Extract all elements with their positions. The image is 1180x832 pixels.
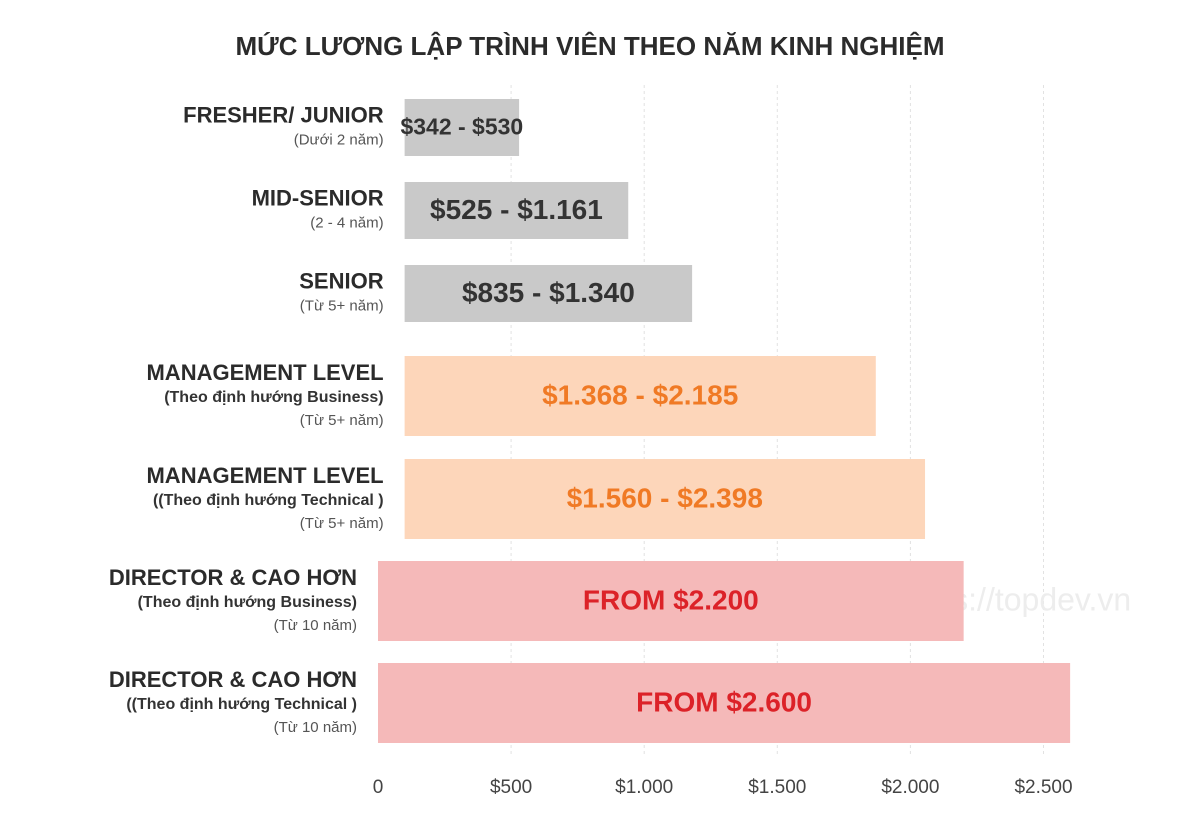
category-subtitle: (Theo định hướng Business): [138, 594, 357, 611]
x-tick-label: 0: [373, 777, 384, 798]
category-label: DIRECTOR & CAO HƠN: [109, 565, 357, 590]
category-subtitle: (Theo định hướng Business): [164, 389, 383, 406]
bar-label: $525 - $1.161: [430, 194, 603, 225]
bar-label: $1.368 - $2.185: [542, 379, 738, 410]
category-label: FRESHER/ JUNIOR: [183, 102, 384, 127]
category-years: (Từ 5+ năm): [300, 412, 384, 429]
category-years: (Từ 10 năm): [274, 719, 357, 736]
bar-label: $342 - $530: [400, 114, 523, 140]
category-years: (Từ 5+ năm): [300, 297, 384, 314]
bar-label: FROM $2.200: [583, 584, 759, 615]
category-label: MANAGEMENT LEVEL: [146, 463, 383, 488]
x-tick-label: $1.000: [615, 777, 673, 798]
bar-label: FROM $2.600: [636, 686, 812, 717]
category-label: DIRECTOR & CAO HƠN: [109, 667, 357, 692]
bar: [404, 182, 629, 239]
bar: [404, 356, 876, 436]
bar: [404, 265, 693, 322]
bar: [378, 561, 964, 641]
x-tick-label: $2.000: [881, 777, 939, 798]
category-subtitle: ((Theo định hướng Technical ): [126, 696, 357, 713]
x-tick-label: $1.500: [748, 777, 806, 798]
category-label: MANAGEMENT LEVEL: [146, 360, 383, 385]
category-subtitle: ((Theo định hướng Technical ): [153, 492, 384, 509]
bar: [378, 663, 1071, 743]
x-tick-label: $2.500: [1014, 777, 1072, 798]
category-years: (Dưới 2 năm): [294, 131, 384, 148]
x-tick-label: $500: [490, 777, 532, 798]
chart-title: MỨC LƯƠNG LẬP TRÌNH VIÊN THEO NĂM KINH N…: [235, 31, 944, 61]
category-years: (2 - 4 năm): [310, 214, 383, 231]
category-years: (Từ 5+ năm): [300, 515, 384, 532]
category-label: SENIOR: [299, 268, 383, 293]
category-label: MID-SENIOR: [252, 185, 384, 210]
bar: [404, 99, 520, 156]
bar-label: $835 - $1.340: [462, 277, 635, 308]
bar-label: $1.560 - $2.398: [567, 482, 763, 513]
category-years: (Từ 10 năm): [274, 617, 357, 634]
bar: [404, 459, 926, 539]
